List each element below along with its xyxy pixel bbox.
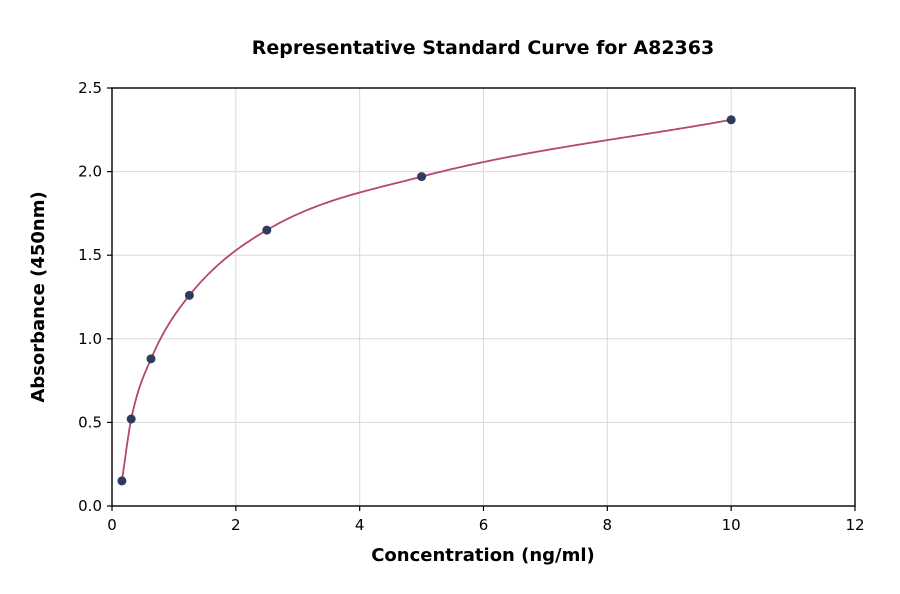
x-tick-label: 4	[355, 516, 365, 534]
y-tick-label: 0.0	[78, 497, 102, 515]
x-tick-label: 6	[479, 516, 489, 534]
y-axis-label: Absorbance (450nm)	[28, 191, 49, 402]
grid-layer	[111, 87, 856, 507]
y-tick-label: 0.5	[78, 413, 102, 431]
data-point	[126, 414, 136, 424]
x-tick-label: 12	[845, 516, 864, 534]
ticks-layer	[107, 87, 856, 511]
x-axis-label: Concentration (ng/ml)	[371, 545, 595, 566]
y-tick-label: 1.5	[78, 246, 102, 264]
data-point	[146, 354, 156, 364]
x-tick-label: 2	[231, 516, 241, 534]
y-tick-label: 2.5	[78, 79, 102, 97]
y-tick-label: 2.0	[78, 163, 102, 181]
data-point	[417, 172, 427, 182]
x-tick-label: 10	[722, 516, 741, 534]
data-point	[184, 290, 194, 300]
chart-title: Representative Standard Curve for A82363	[252, 37, 714, 59]
x-tick-label: 0	[107, 516, 117, 534]
data-points-layer	[117, 115, 736, 486]
data-point	[726, 115, 736, 125]
x-tick-label: 8	[603, 516, 613, 534]
fitted-curve	[121, 118, 732, 482]
tick-labels-layer: 0 2 4 6 8 10 12 0.0 0.5 1.0 1.5 2.0 2.5	[78, 79, 864, 534]
data-point	[117, 476, 127, 486]
data-point	[262, 225, 272, 235]
y-tick-label: 1.0	[78, 330, 102, 348]
curve-layer	[121, 118, 732, 482]
